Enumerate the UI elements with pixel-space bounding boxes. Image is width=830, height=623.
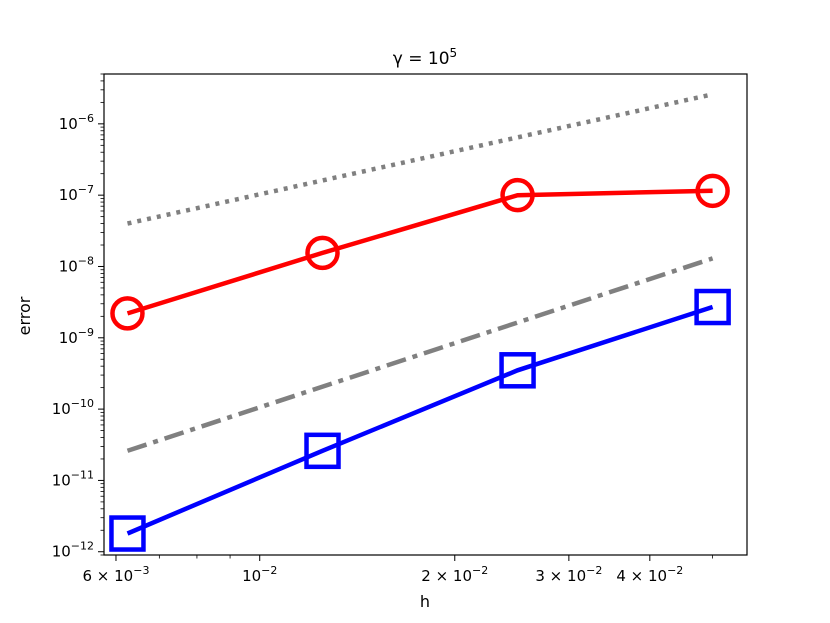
x-axis-label: h [420, 592, 430, 611]
data-point-circle [305, 235, 340, 271]
data-point-circle [110, 296, 145, 331]
series-line-solid [126, 304, 714, 536]
y-tick-label: 10−6 [59, 112, 94, 133]
data-point-square [694, 288, 731, 326]
x-tick-label: 6 × 10−3 [82, 564, 149, 585]
tick-layer: 6 × 10−3 10−2 2 × 10−2 3 × 10−2 4 × 10−2 10−1… [52, 73, 714, 585]
x-tick-label: 3 × 10−2 [535, 564, 602, 585]
data-point-circle [500, 177, 535, 213]
y-tick-label: 10−11 [52, 468, 94, 489]
data-point-circle [695, 173, 730, 209]
x-tick-label: 4 × 10−2 [616, 564, 683, 585]
y-tick-label: 10−7 [59, 183, 94, 204]
y-axis-label: error [15, 296, 34, 335]
y-tick-label: 10−12 [52, 540, 94, 561]
data-point-square [109, 515, 146, 552]
y-tick-label: 10−9 [59, 326, 94, 347]
chart-title: γ = 105 [393, 46, 457, 69]
series-line-solid [126, 188, 713, 316]
data-point-square [499, 352, 536, 389]
series-line-dotted [127, 92, 714, 226]
series-layer [109, 92, 731, 552]
y-tick-label: 10−8 [59, 254, 94, 275]
plot-area-frame [103, 73, 748, 556]
y-tick-label: 10−10 [52, 397, 94, 418]
x-tick-label: 2 × 10−2 [421, 564, 488, 585]
x-tick-label: 10−2 [242, 564, 277, 585]
data-point-square [304, 432, 341, 470]
series-line-dashdot [126, 256, 714, 453]
